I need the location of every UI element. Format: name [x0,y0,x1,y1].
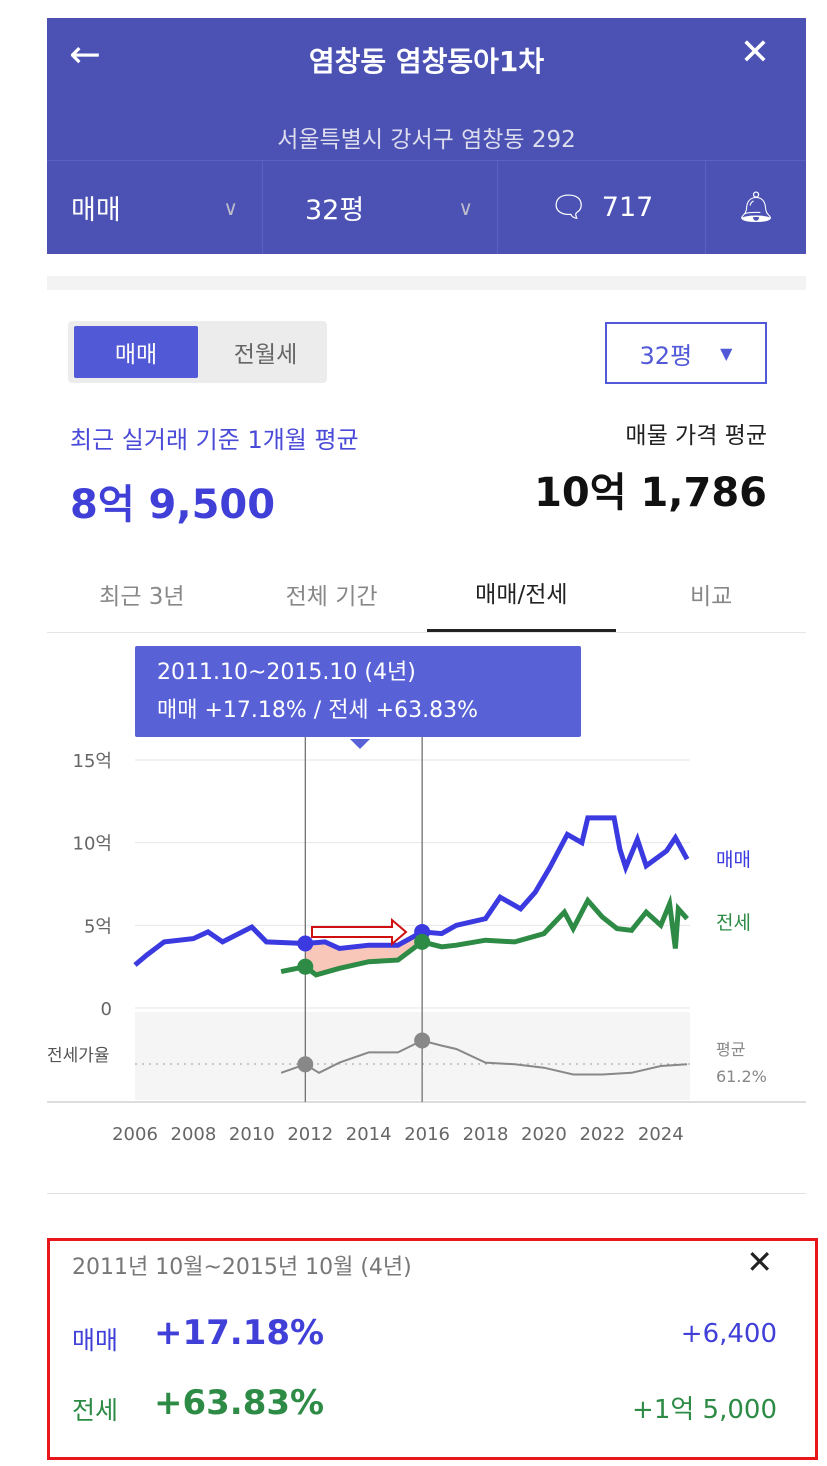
chevron-down-icon: ∨ [458,195,473,220]
period-tabs: 최근 3년 전체 기간 매매/전세 비교 [47,555,806,633]
size-select[interactable]: 32평 ▼ [605,322,767,384]
deal-toggle: 매매 전월세 [68,321,327,383]
tab-all[interactable]: 전체 기간 [285,583,378,610]
caret-down-icon: ▼ [720,343,733,363]
x-tick-label: 2024 [638,1124,684,1145]
sale-line [133,815,690,967]
x-tick-label: 2022 [579,1124,625,1145]
jeonse-point [297,958,314,975]
tab-recent-3y[interactable]: 최근 3년 [99,583,185,610]
address: 서울특별시 강서구 염창동 292 [277,127,576,153]
recent-value: 8억 9,500 [70,482,276,528]
listing-label: 매물 가격 평균 [625,423,767,449]
trade-type-label: 매매 [71,195,121,226]
selection-area [305,931,423,975]
comments-button[interactable]: 🗨 717 [498,161,706,254]
ratio-avg-label: 평균 [716,1040,745,1059]
price-chart[interactable]: 15억 10억 5억 0 2006 2008 2010 2012 2014 2016 2018 202… [0,0,827,1200]
jeonse-legend: 전세 [716,912,751,934]
ratio-avg-value: 61.2% [716,1067,767,1086]
sale-amount: +6,400 [680,1319,777,1349]
comment-count: 717 [601,192,654,223]
y-tick-label: 0 [101,999,112,1020]
sale-pct: +17.18% [154,1313,325,1353]
divider [47,276,806,290]
x-tick-label: 2006 [112,1124,158,1145]
tab-sale-jeonse[interactable]: 매매/전세 [426,555,617,632]
size-label: 32평 [305,195,365,226]
y-tick-label: 5억 [84,916,112,937]
trade-type-dropdown[interactable]: 매매 ∨ [47,161,263,254]
speech-bubble-icon: 🗨 [549,190,588,225]
ratio-point [297,1056,314,1073]
recent-label: 최근 실거래 기준 1개월 평균 [70,426,359,454]
arrow-right-icon [311,917,408,947]
app-header: ← 염창동 염창동아1차 ✕ 서울특별시 강서구 염창동 292 매매 ∨ 32평… [47,18,806,254]
chevron-down-icon: ∨ [223,195,238,220]
y-tick-label: 10억 [73,834,112,855]
tooltip-changes: 매매 +17.18% / 전세 +63.83% [157,698,478,723]
change-summary: 2011년 10월~2015년 10월 (4년) ✕ 매매 +17.18% +6… [47,1238,818,1460]
ratio-band [135,1012,690,1100]
tab-compare[interactable]: 비교 [689,583,733,610]
page-title: 염창동 염창동아1차 [308,45,545,78]
jeonse-point [414,933,431,950]
x-tick-label: 2012 [287,1124,333,1145]
sale-label: 매매 [72,1326,119,1355]
size-select-label: 32평 [639,341,693,370]
toggle-rent[interactable]: 전월세 [233,342,298,368]
close-icon[interactable]: ✕ [739,32,770,73]
close-icon[interactable]: ✕ [746,1243,773,1281]
notification-button[interactable]: 🔔︎ [706,161,806,254]
summary-period: 2011년 10월~2015년 10월 (4년) [72,1255,412,1280]
jeonse-amount: +1억 5,000 [632,1395,777,1425]
back-arrow-icon[interactable]: ← [69,32,101,76]
divider [47,1193,806,1194]
ratio-label: 전세가율 [47,1046,110,1066]
x-tick-label: 2016 [404,1124,450,1145]
ratio-point [414,1032,431,1049]
x-tick-label: 2014 [346,1124,392,1145]
jeonse-line [280,894,689,978]
tooltip-period: 2011.10~2015.10 (4년) [157,660,416,685]
x-tick-label: 2008 [171,1124,217,1145]
sale-point [297,935,314,952]
range-tooltip: 2011.10~2015.10 (4년) 매매 +17.18% / 전세 +63… [135,646,581,749]
x-tick-label: 2018 [463,1124,509,1145]
toggle-sale[interactable]: 매매 [74,326,198,378]
ratio-line [280,1039,688,1076]
size-dropdown[interactable]: 32평 ∨ [263,161,498,254]
listing-value: 10억 1,786 [534,470,767,516]
jeonse-pct: +63.83% [154,1383,325,1423]
y-tick-label: 15억 [73,751,112,772]
sale-legend: 매매 [716,849,751,871]
bell-icon: 🔔︎ [736,190,776,225]
jeonse-label: 전세 [72,1396,119,1425]
x-tick-label: 2010 [229,1124,275,1145]
x-tick-label: 2020 [521,1124,567,1145]
